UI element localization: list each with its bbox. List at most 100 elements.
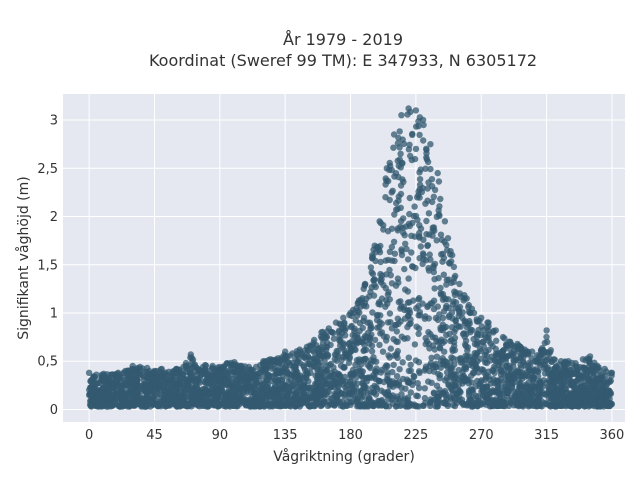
scatter-point — [116, 398, 124, 406]
scatter-point — [259, 401, 266, 409]
scatter-point — [187, 351, 194, 358]
scatter-point — [416, 131, 423, 139]
scatter-point — [180, 375, 187, 382]
scatter-point — [596, 398, 604, 405]
scatter-point — [256, 369, 264, 376]
scatter-point — [482, 401, 490, 408]
scatter-point — [296, 346, 303, 353]
scatter-point — [177, 380, 184, 388]
scatter-point — [93, 371, 100, 378]
scatter-point — [437, 195, 444, 203]
scatter-point — [289, 382, 296, 390]
scatter-point — [170, 396, 177, 403]
scatter-point — [194, 387, 201, 394]
scatter-point — [492, 387, 500, 395]
x-tick-label: 135 — [273, 428, 298, 443]
scatter-point — [543, 327, 550, 334]
scatter-point — [421, 394, 429, 402]
scatter-point — [368, 324, 375, 332]
scatter-point — [384, 388, 392, 395]
scatter-point — [126, 390, 133, 397]
scatter-point — [133, 369, 141, 376]
scatter-point — [268, 377, 276, 385]
scatter-point — [340, 314, 347, 321]
scatter-point — [449, 251, 456, 259]
scatter-point — [456, 280, 463, 288]
scatter-point — [124, 399, 131, 406]
scatter-point — [558, 384, 565, 391]
scatter-point — [171, 386, 178, 393]
scatter-point — [144, 364, 151, 372]
scatter-point — [441, 218, 449, 225]
scatter-point — [170, 379, 177, 387]
scatter-point — [407, 400, 414, 408]
scatter-point — [494, 382, 502, 390]
scatter-point — [391, 250, 399, 257]
scatter-point — [378, 320, 385, 327]
scatter-point — [443, 281, 450, 288]
scatter-point — [478, 314, 485, 321]
scatter-point — [386, 378, 393, 386]
scatter-point — [428, 397, 436, 405]
y-tick-label: 2 — [50, 210, 58, 225]
scatter-point — [507, 338, 514, 346]
scatter-point — [443, 302, 450, 310]
scatter-point — [358, 372, 366, 380]
scatter-point — [384, 372, 391, 379]
scatter-point — [508, 385, 516, 392]
scatter-point — [412, 212, 420, 220]
scatter-point — [289, 394, 296, 402]
scatter-point — [390, 144, 397, 151]
scatter-point — [398, 248, 405, 255]
scatter-point — [451, 288, 458, 295]
scatter-point — [389, 368, 396, 376]
scatter-point — [529, 374, 536, 381]
scatter-point — [425, 267, 433, 274]
scatter-point — [289, 350, 296, 357]
scatter-point — [432, 334, 439, 341]
scatter-point — [391, 211, 398, 218]
scatter-point — [575, 403, 582, 410]
scatter-point — [461, 341, 469, 348]
y-tick-label: 2,5 — [37, 162, 58, 177]
scatter-point — [352, 317, 359, 324]
scatter-point — [519, 390, 526, 397]
scatter-point — [398, 112, 405, 119]
scatter-point — [393, 328, 400, 335]
scatter-point — [252, 372, 259, 379]
scatter-point — [330, 371, 338, 378]
scatter-point — [353, 357, 361, 364]
scatter-point — [596, 376, 603, 383]
scatter-point — [483, 352, 490, 359]
scatter-point — [194, 365, 202, 373]
scatter-point — [498, 352, 505, 359]
scatter-point — [371, 336, 379, 344]
scatter-point — [317, 373, 325, 380]
scatter-point — [377, 330, 384, 337]
scatter-point — [346, 339, 353, 347]
scatter-point — [408, 156, 415, 164]
scatter-point — [426, 251, 433, 258]
scatter-point — [408, 232, 415, 239]
scatter-point — [436, 344, 444, 351]
scatter-point — [252, 398, 259, 406]
scatter-point — [372, 391, 380, 398]
scatter-point — [550, 356, 557, 363]
scatter-point — [581, 365, 588, 372]
scatter-point — [210, 375, 217, 382]
scatter-point — [138, 395, 145, 402]
scatter-point — [361, 341, 368, 349]
scatter-point — [397, 164, 404, 171]
scatter-point — [585, 375, 592, 382]
scatter-point — [461, 333, 468, 340]
scatter-point — [415, 359, 423, 366]
scatter-point — [258, 390, 265, 397]
scatter-point — [526, 359, 533, 366]
scatter-point — [91, 386, 98, 393]
scatter-point — [382, 257, 389, 264]
scatter-point — [492, 345, 499, 353]
scatter-point — [449, 347, 456, 355]
scatter-point — [360, 314, 368, 321]
scatter-point — [406, 299, 413, 306]
scatter-point — [148, 392, 155, 400]
